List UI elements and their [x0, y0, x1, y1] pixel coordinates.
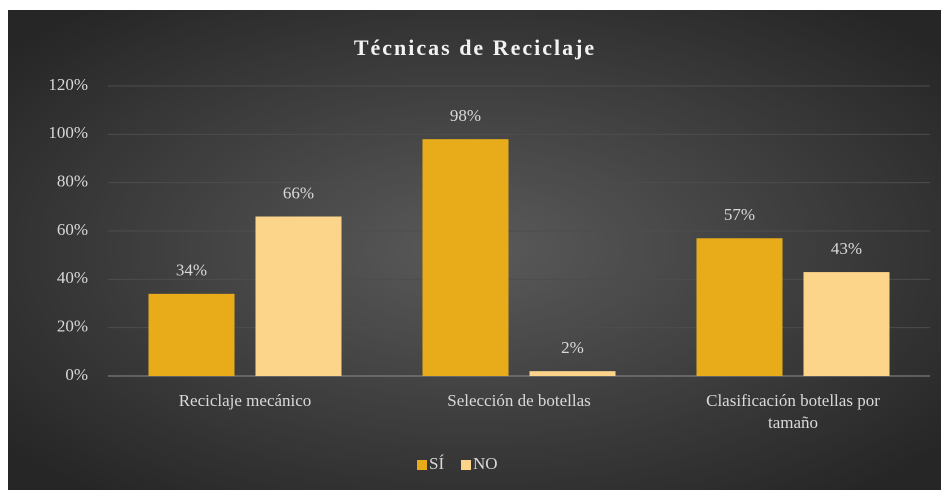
- y-tick-label: 80%: [57, 172, 88, 191]
- bar: [148, 293, 235, 376]
- chart-title: Técnicas de Reciclaje: [354, 35, 596, 60]
- legend-label: NO: [473, 454, 498, 473]
- legend-label: SÍ: [429, 454, 444, 473]
- y-tick-label: 20%: [57, 317, 88, 336]
- x-tick-label: Selección de botellas: [447, 391, 591, 410]
- data-label: 98%: [450, 106, 481, 125]
- data-label: 43%: [831, 239, 862, 258]
- y-tick-label: 0%: [65, 365, 88, 384]
- data-label: 2%: [561, 338, 584, 357]
- data-label: 66%: [283, 183, 314, 202]
- y-tick-label: 100%: [48, 123, 88, 142]
- y-tick-label: 120%: [48, 75, 88, 94]
- y-tick-label: 40%: [57, 268, 88, 287]
- bar: [529, 371, 616, 376]
- bar: [422, 139, 509, 376]
- legend-swatch: [417, 460, 427, 470]
- data-label: 34%: [176, 261, 207, 280]
- x-tick-label: Reciclaje mecánico: [179, 391, 312, 410]
- x-tick-label: Clasificación botellas por tamaño: [706, 391, 880, 432]
- bar: [803, 272, 890, 376]
- bar: [696, 238, 783, 376]
- bar: [255, 216, 342, 376]
- data-label: 57%: [724, 205, 755, 224]
- y-tick-label: 60%: [57, 220, 88, 239]
- legend-swatch: [461, 460, 471, 470]
